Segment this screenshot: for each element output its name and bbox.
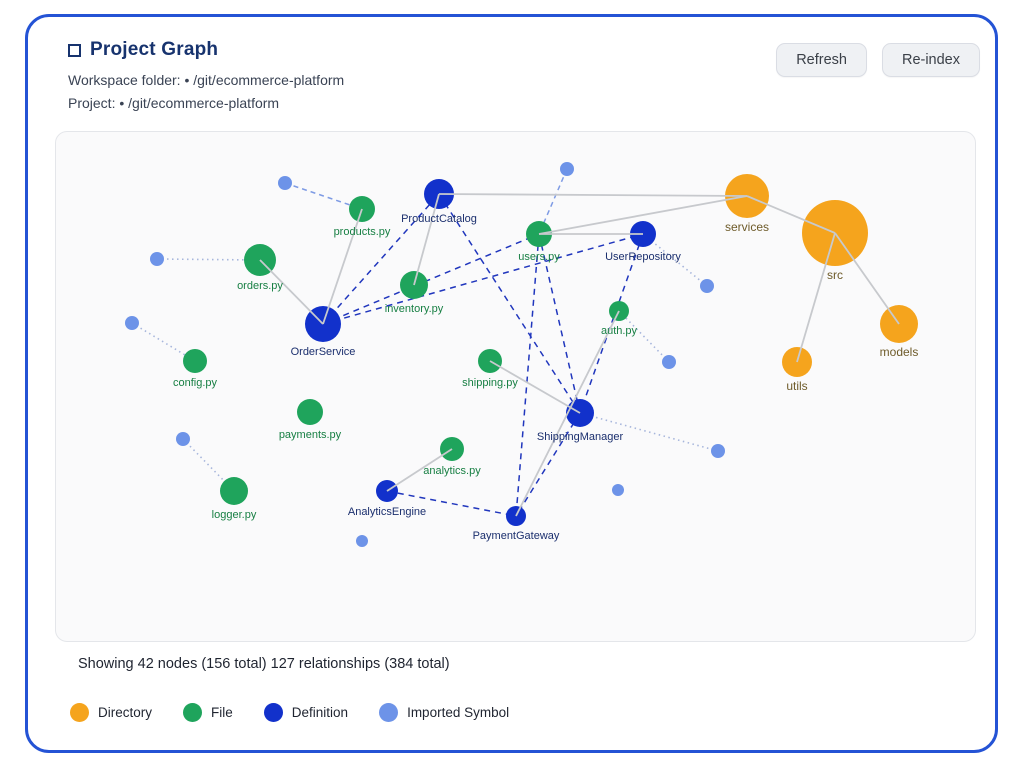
- legend-dot: [70, 703, 89, 722]
- graph-node-imp1[interactable]: [278, 176, 292, 190]
- toolbar: Refresh Re-index: [776, 43, 980, 77]
- graph-node-imp9[interactable]: [612, 484, 624, 496]
- graph-edge-imp6-UserRepository: [642, 233, 708, 287]
- graph-edge-UserRepository-ShippingManager: [579, 233, 644, 414]
- graph-edge-src-utils: [796, 232, 836, 363]
- node-label-inventory_py: inventory.py: [385, 303, 444, 315]
- legend-dot: [379, 703, 399, 722]
- legend: Directory File Definition Imported Symbol: [70, 703, 509, 722]
- graph-edge-ShippingManager-PaymentGateway: [515, 412, 581, 517]
- graph-node-imp4[interactable]: [125, 316, 139, 330]
- graph-edge-products_py-OrderService: [322, 208, 363, 325]
- node-label-products_py: products.py: [334, 226, 391, 238]
- node-label-models: models: [880, 345, 919, 359]
- graph-canvas[interactable]: services src utils models products.py orders.…: [55, 131, 976, 642]
- graph-node-logger_py[interactable]: [220, 477, 248, 505]
- node-label-shipping_py: shipping.py: [462, 377, 518, 389]
- graph-node-config_py[interactable]: [183, 349, 207, 373]
- graph-svg: services src utils models products.py orders.…: [125, 162, 919, 547]
- graph-edge-src-services: [746, 195, 836, 234]
- workspace-folder-line: Workspace folder: • /git/ecommerce-platf…: [68, 72, 345, 88]
- legend-label: Definition: [291, 705, 349, 720]
- node-label-AnalyticsEngine: AnalyticsEngine: [348, 506, 426, 518]
- graph-edge-auth_py-PaymentGateway: [515, 310, 620, 517]
- legend-item-directory: Directory: [70, 703, 152, 722]
- status-text: Showing 42 nodes (156 total) 127 relatio…: [78, 656, 450, 672]
- graph-edge-services-ProductCatalog: [438, 193, 748, 197]
- refresh-button[interactable]: Refresh: [776, 43, 867, 77]
- legend-item-definition: Definition: [263, 703, 349, 722]
- node-label-PaymentGateway: PaymentGateway: [473, 530, 560, 542]
- legend-dot: [263, 703, 283, 722]
- project-graph-window: Project Graph Workspace folder: • /git/e…: [25, 14, 998, 753]
- graph-icon: [68, 43, 81, 57]
- node-label-config_py: config.py: [173, 377, 218, 389]
- node-label-analytics_py: analytics.py: [423, 465, 481, 477]
- graph-node-imp2[interactable]: [560, 162, 574, 176]
- graph-node-imp6[interactable]: [700, 279, 714, 293]
- legend-item-imported-symbol: Imported Symbol: [379, 703, 509, 722]
- graph-node-imp8[interactable]: [711, 444, 725, 458]
- legend-label: Directory: [98, 705, 153, 720]
- graph-edge-imp7-auth_py: [618, 310, 670, 363]
- page-title: Project Graph: [90, 39, 219, 60]
- node-label-services: services: [725, 220, 769, 234]
- node-label-utils: utils: [786, 379, 807, 393]
- graph-edge-ProductCatalog-inventory_py: [413, 193, 440, 286]
- graph-edge-OrderService-ProductCatalog: [322, 193, 440, 325]
- project-line: Project: • /git/ecommerce-platform: [68, 95, 280, 111]
- reindex-button[interactable]: Re-index: [881, 43, 980, 77]
- node-label-orders_py: orders.py: [237, 280, 283, 292]
- graph-edge-users_py-ShippingManager: [538, 233, 581, 414]
- graph-edge-imp4-config_py: [131, 322, 196, 362]
- node-label-UserRepository: UserRepository: [605, 251, 681, 263]
- node-label-OrderService: OrderService: [291, 346, 356, 358]
- graph-node-imp3[interactable]: [150, 252, 164, 266]
- graph-edge-services-users_py: [538, 195, 748, 235]
- node-label-ProductCatalog: ProductCatalog: [401, 213, 477, 225]
- graph-node-imp10[interactable]: [356, 535, 368, 547]
- graph-edge-orders_py-OrderService: [259, 259, 324, 325]
- graph-edge-analytics_py-AnalyticsEngine: [386, 448, 453, 492]
- legend-label: File: [211, 705, 233, 720]
- graph-edge-users_py-PaymentGateway: [515, 233, 540, 517]
- graph-edge-OrderService-UserRepository: [322, 233, 644, 325]
- graph-node-imp7[interactable]: [662, 355, 676, 369]
- node-label-src: src: [827, 268, 843, 282]
- legend-dot: [183, 703, 203, 722]
- node-label-ShippingManager: ShippingManager: [537, 431, 624, 443]
- graph-edge-imp3-orders_py: [156, 258, 261, 261]
- legend-item-file: File: [183, 703, 233, 722]
- graph-edge-OrderService-users_py: [322, 233, 540, 325]
- graph-edge-imp1-products_py: [284, 182, 363, 210]
- graph-edge-shipping_py-ShippingManager: [489, 360, 581, 414]
- node-label-payments_py: payments.py: [279, 429, 342, 441]
- node-label-auth_py: auth.py: [601, 325, 638, 337]
- graph-node-imp5[interactable]: [176, 432, 190, 446]
- graph-node-payments_py[interactable]: [297, 399, 323, 425]
- graph-edge-src-models: [834, 232, 900, 325]
- node-label-users_py: users.py: [518, 251, 560, 263]
- node-label-logger_py: logger.py: [212, 509, 257, 521]
- header: Project Graph Workspace folder: • /git/e…: [68, 39, 344, 115]
- legend-label: Imported Symbol: [407, 705, 510, 720]
